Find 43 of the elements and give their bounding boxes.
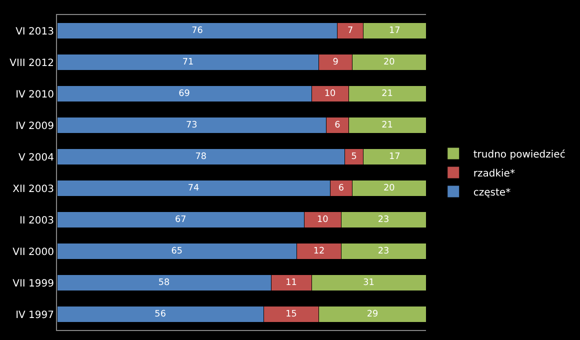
data-label: 10 [324, 88, 336, 99]
data-label: 5 [351, 152, 357, 162]
data-label: 7 [348, 26, 354, 36]
data-label: 21 [382, 120, 393, 130]
y-tick-label: V 2004 [18, 152, 54, 164]
data-label: 20 [383, 57, 396, 68]
data-label: 73 [186, 120, 198, 130]
data-label: 6 [338, 183, 344, 194]
data-label: 71 [182, 57, 194, 68]
y-tick-label: IV 1997 [16, 310, 54, 321]
y-tick-label: XII 2003 [12, 184, 54, 195]
data-label: 65 [171, 246, 183, 256]
data-label: 21 [382, 88, 393, 99]
y-tick-label: VII 1999 [12, 278, 54, 290]
data-label: 67 [174, 214, 186, 225]
data-label: 76 [192, 26, 204, 36]
data-label: 9 [332, 57, 339, 68]
y-tick-label: VIII 2012 [10, 58, 54, 69]
data-label: 10 [317, 214, 329, 225]
data-label: 12 [313, 246, 325, 256]
data-label: 23 [378, 214, 390, 225]
data-label: 17 [388, 26, 400, 36]
data-label: 20 [383, 183, 396, 194]
y-tick-label: VI 2013 [16, 26, 54, 38]
legend-label: częste* [473, 187, 511, 198]
data-label: 17 [388, 152, 400, 162]
legend-label: rzadkie* [473, 168, 515, 180]
y-tick-label: IV 2009 [16, 120, 54, 132]
data-label: 74 [188, 183, 200, 194]
data-label: 6 [334, 120, 341, 130]
data-label: 23 [378, 246, 390, 256]
y-tick-label: IV 2010 [16, 89, 54, 100]
legend-label: trudno powiedzieć [473, 149, 566, 160]
y-tick-label: VII 2000 [12, 246, 54, 258]
data-label: 58 [158, 278, 170, 288]
data-label: 56 [154, 309, 166, 320]
data-label: 78 [195, 152, 207, 162]
data-label: 15 [286, 309, 297, 320]
y-tick-label: II 2003 [19, 215, 54, 226]
data-label: 11 [286, 278, 297, 288]
data-label: 29 [366, 309, 378, 320]
data-label: 31 [363, 278, 374, 288]
data-label: 69 [178, 88, 190, 99]
